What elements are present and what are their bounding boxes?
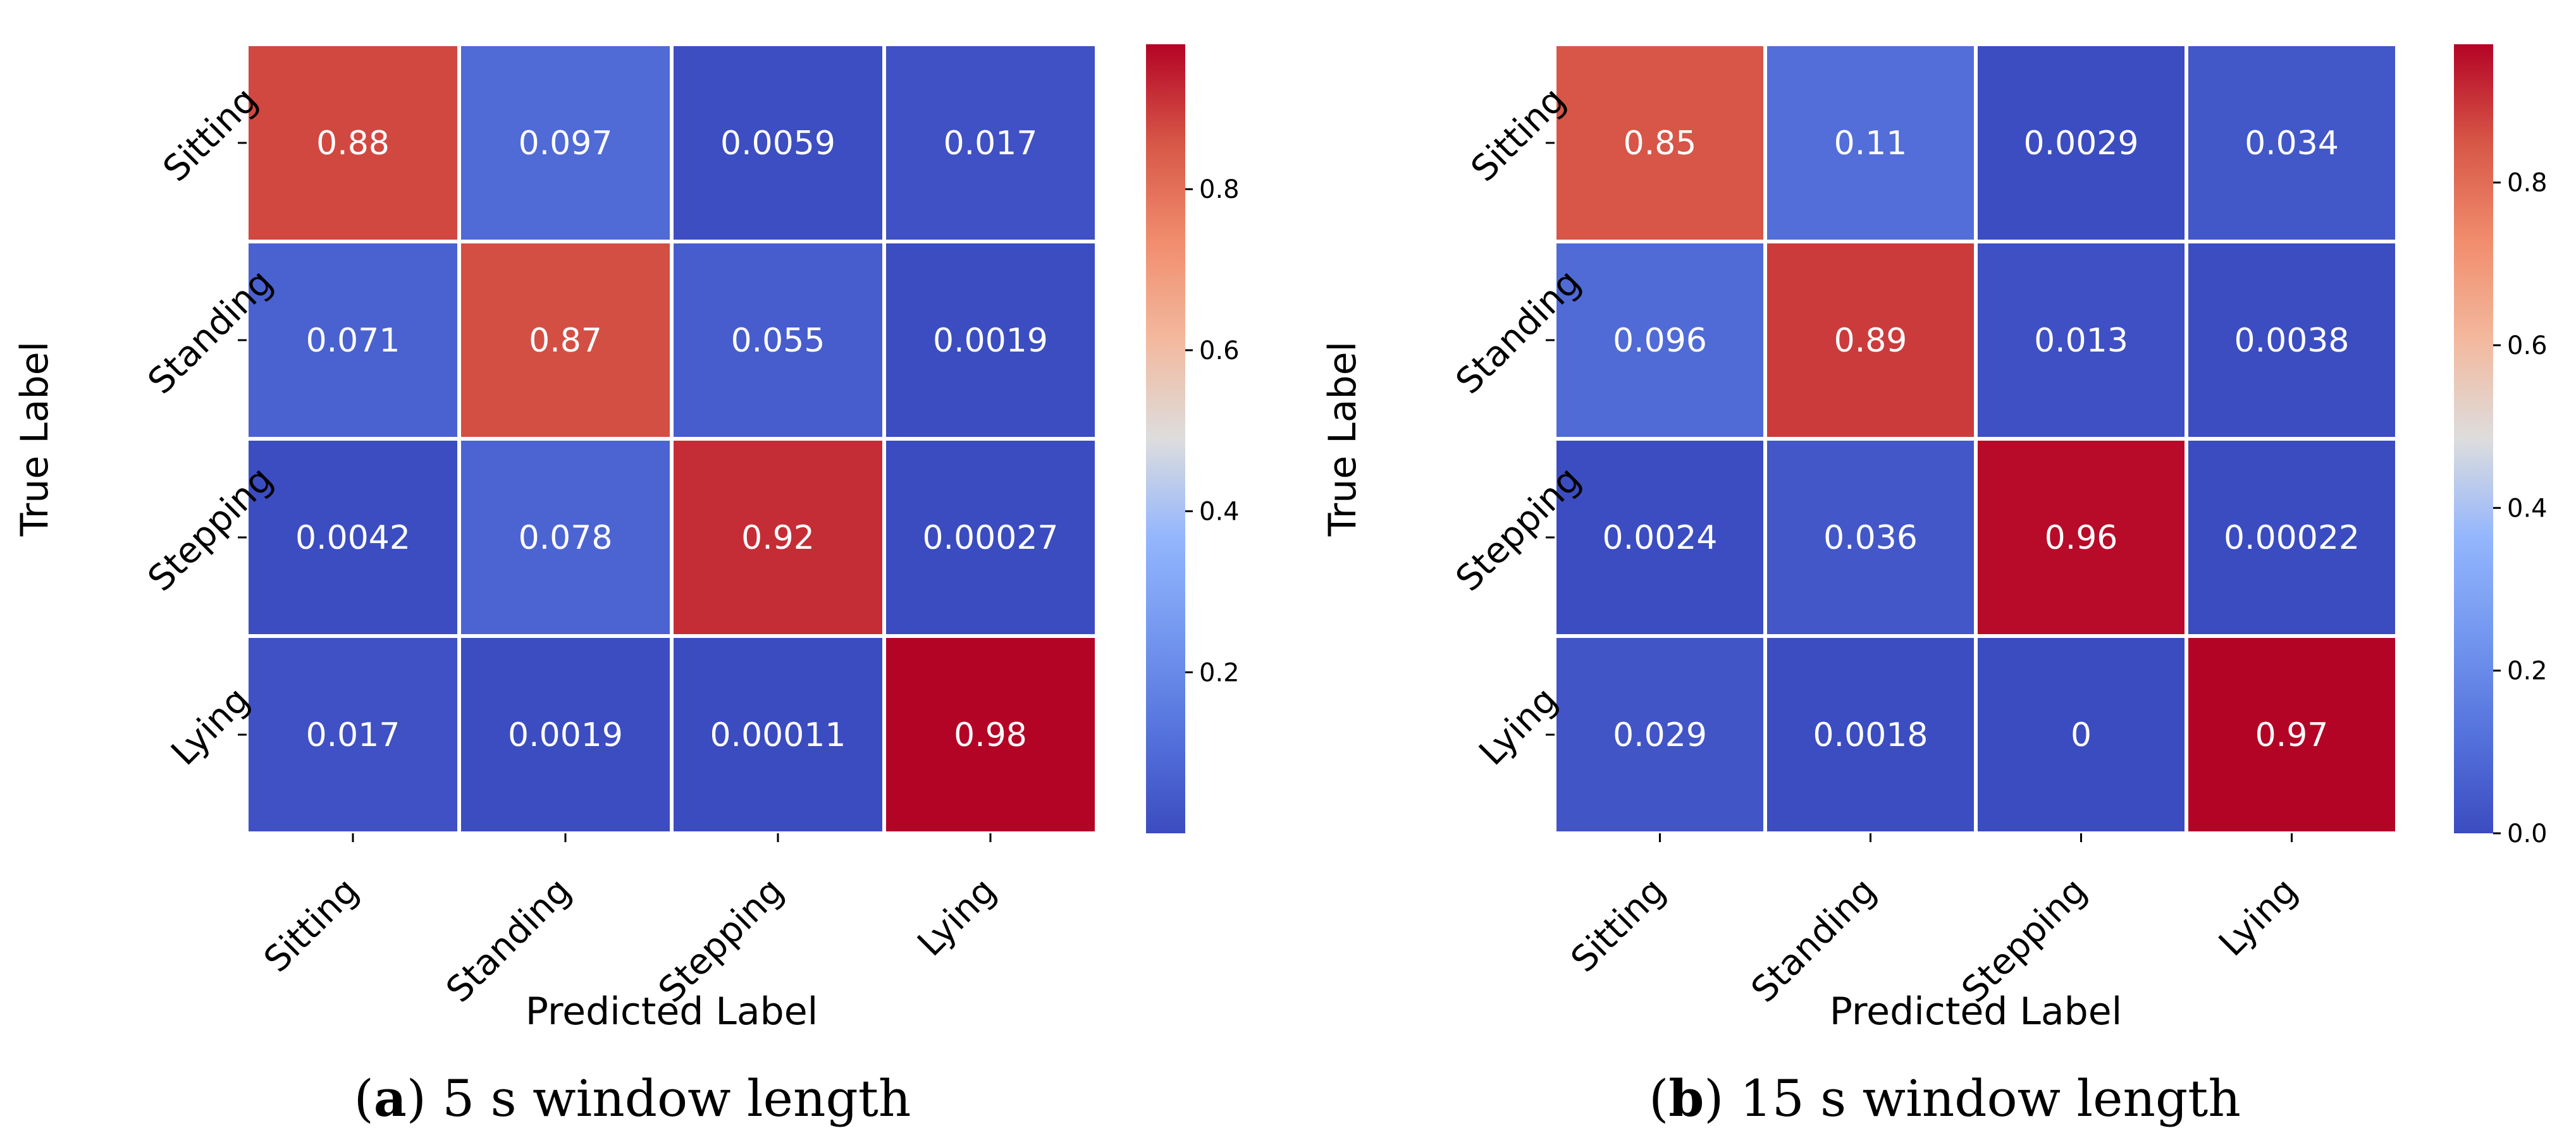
colorbar xyxy=(1146,44,1185,833)
cell-label: 0.029 xyxy=(1613,716,1707,754)
cell-label: 0.017 xyxy=(306,716,400,754)
cell-label: 0.0029 xyxy=(2024,125,2139,162)
caption-text: 15 s window length xyxy=(1740,1069,2241,1128)
x-axis-label: Predicted Label xyxy=(1830,989,2123,1034)
heatmap-cell xyxy=(2185,240,2399,441)
heatmap-cell xyxy=(882,42,1099,243)
colorbar-tick-label: 0.0 xyxy=(2507,819,2548,848)
colorbar-tick-label: 0.8 xyxy=(2507,169,2548,198)
cell-label: 0.11 xyxy=(1834,125,1907,162)
subfigure-caption: (b) 15 s window length xyxy=(1649,1068,2241,1128)
heatmap-cell xyxy=(2185,42,2399,243)
cell-label: 0.0018 xyxy=(1813,716,1928,754)
heatmap-cell xyxy=(1763,240,1978,441)
heatmap-cell xyxy=(2185,437,2399,638)
colorbar-tick-label: 0.2 xyxy=(2507,657,2548,686)
cell-label: 0.96 xyxy=(2045,519,2118,557)
caption-text: 5 s window length xyxy=(442,1069,911,1128)
cell-label: 0.036 xyxy=(1823,519,1918,557)
caption-paren-close: ) xyxy=(1704,1069,1740,1128)
caption-letter: b xyxy=(1668,1068,1704,1128)
heatmap-cell xyxy=(882,634,1099,835)
x-tick-label: Sitting xyxy=(256,870,366,980)
heatmap-cell xyxy=(1974,437,2188,638)
heatmap-cell xyxy=(882,437,1099,638)
heatmap-cell xyxy=(882,240,1099,441)
x-tick-label: Lying xyxy=(2211,870,2305,964)
caption-paren-open: ( xyxy=(354,1069,374,1128)
cell-label: 0.00011 xyxy=(710,716,846,754)
cell-label: 0.0019 xyxy=(508,716,623,754)
cell-label: 0 xyxy=(2071,716,2092,754)
caption-letter: a xyxy=(374,1068,407,1128)
cell-label: 0.0042 xyxy=(295,519,410,557)
y-tick-label: Lying xyxy=(163,679,257,773)
heatmap-cell xyxy=(457,437,674,638)
cell-label: 0.078 xyxy=(519,519,613,557)
cell-label: 0.0019 xyxy=(933,322,1048,360)
colorbar-tick-label: 0.6 xyxy=(1199,336,1240,365)
x-axis-label: Predicted Label xyxy=(526,989,818,1034)
cell-label: 0.87 xyxy=(529,322,602,360)
cell-label: 0.071 xyxy=(306,322,400,360)
y-axis-label: True Label xyxy=(1321,341,1365,537)
colorbar-tick-label: 0.6 xyxy=(2507,331,2548,360)
cell-label: 0.013 xyxy=(2034,322,2128,360)
heatmap-panel-1: 0.88 0.097 0.0059 0.017 0.071 0.87 0.055 0.0019… xyxy=(13,42,1240,1128)
colorbar-tick-label: 0.8 xyxy=(1199,175,1240,204)
colorbar-tick-label: 0.4 xyxy=(2507,494,2548,523)
heatmap-cell xyxy=(457,42,674,243)
cell-label: 0.92 xyxy=(741,519,815,557)
cell-label: 0.98 xyxy=(954,716,1027,754)
heatmap-cell xyxy=(670,42,886,243)
cell-label: 0.88 xyxy=(316,125,390,162)
cell-label: 0.0024 xyxy=(1603,519,1718,557)
cell-label: 0.97 xyxy=(2255,716,2329,754)
heatmap-cell xyxy=(1763,634,1978,835)
cell-label: 0.00027 xyxy=(922,519,1058,557)
cell-label: 0.017 xyxy=(944,125,1038,162)
heatmap-cell xyxy=(1553,240,1767,441)
caption-paren-close: ) xyxy=(407,1069,443,1128)
cell-label: 0.055 xyxy=(731,322,825,360)
colorbar-tick-label: 0.2 xyxy=(1199,658,1240,687)
cell-label: 0.85 xyxy=(1624,125,1697,162)
colorbar xyxy=(2454,44,2493,833)
y-axis-label: True Label xyxy=(13,341,57,537)
cell-label: 0.034 xyxy=(2245,125,2339,162)
x-tick-label: Sitting xyxy=(1563,870,1673,980)
caption-paren-open: ( xyxy=(1649,1069,1668,1128)
heatmap-cell xyxy=(457,240,674,441)
heatmap-cell xyxy=(457,634,674,835)
cell-label: 0.0059 xyxy=(720,125,835,162)
x-tick-label: Lying xyxy=(910,870,1004,964)
cell-label: 0.0038 xyxy=(2234,322,2350,360)
cell-label: 0.89 xyxy=(1834,322,1907,360)
heatmap-cell xyxy=(1763,437,1978,638)
heatmap-cell xyxy=(2185,634,2399,835)
heatmap-cell xyxy=(1974,240,2188,441)
subfigure-caption: (a) 5 s window length xyxy=(354,1068,911,1128)
heatmap-cell xyxy=(1763,42,1978,243)
y-tick-label: Lying xyxy=(1471,679,1565,773)
heatmap-cell xyxy=(1553,437,1767,638)
cell-label: 0.096 xyxy=(1613,322,1707,360)
colorbar-tick-label: 0.4 xyxy=(1199,498,1240,527)
heatmap-cell xyxy=(1974,634,2188,835)
heatmap-panel-2: 0.85 0.11 0.0029 0.034 0.096 0.89 0.013 0.0038 0… xyxy=(1321,42,2548,1128)
cell-label: 0.097 xyxy=(519,125,613,162)
cell-label: 0.00022 xyxy=(2224,519,2360,557)
heatmap-cell xyxy=(245,42,461,243)
